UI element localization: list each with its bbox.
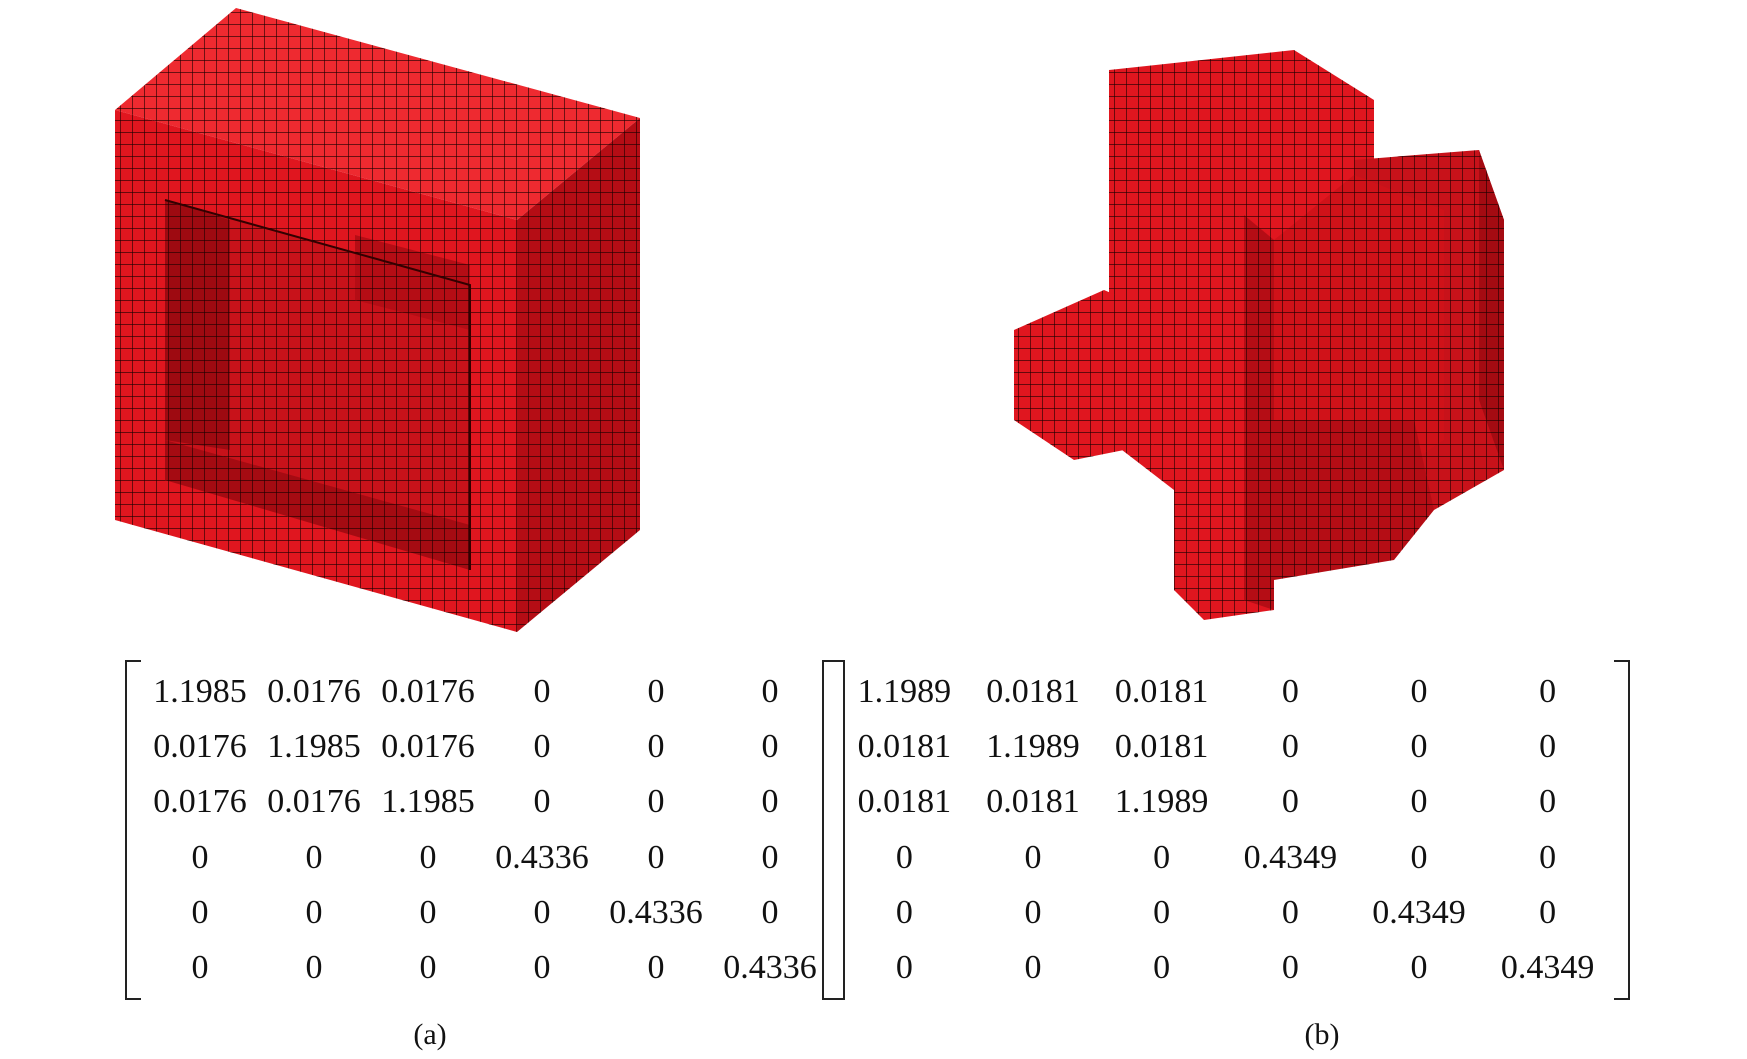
matrix-cell: 0 — [1024, 838, 1042, 876]
stiffness-matrix-a: 1.1985 0.0176 0.0176 0 0 0 0.0176 1.1985… — [125, 660, 845, 1000]
matrix-cell: 0 — [1410, 672, 1428, 710]
matrix-cell: 0.0181 — [1114, 727, 1209, 765]
matrix-cell: 0 — [191, 893, 209, 931]
matrix-cell: 0 — [1024, 949, 1042, 987]
matrix-cell: 0 — [419, 949, 437, 987]
matrix-cell: 0 — [761, 838, 779, 876]
matrix-cell: 0 — [533, 783, 551, 821]
matrix-cell: 0 — [1153, 893, 1171, 931]
caption-a: (a) — [413, 1018, 447, 1051]
matrix-cell: 0.0176 — [381, 727, 475, 765]
matrix-cell: 0 — [1281, 727, 1299, 765]
figure-panel-b: 1.1989 0.0181 0.0181 0 0 0 0.0181 1.1989… — [822, 0, 1747, 1059]
matrix-cell: 0 — [647, 672, 665, 710]
matrix-cell: 0 — [1281, 949, 1299, 987]
matrix-cell: 0.0181 — [857, 727, 952, 765]
matrix-cell: 0 — [1539, 727, 1557, 765]
matrix-cell: 0 — [419, 838, 437, 876]
matrix-cell: 0 — [1539, 672, 1557, 710]
matrix-cell: 0.0176 — [153, 783, 247, 821]
matrix-cell: 0 — [191, 838, 209, 876]
matrix-cell: 0 — [1281, 783, 1299, 821]
matrix-cell: 0 — [1281, 672, 1299, 710]
matrix-cell: 0 — [1539, 838, 1557, 876]
matrix-cell: 0 — [191, 949, 209, 987]
matrix-cell: 0 — [761, 893, 779, 931]
matrix-cell: 0 — [1410, 783, 1428, 821]
matrix-cell: 0 — [1153, 949, 1171, 987]
matrix-cell: 0 — [1410, 727, 1428, 765]
matrix-cell: 0 — [895, 893, 913, 931]
matrix-cell: 0 — [647, 838, 665, 876]
matrix-cell: 1.1989 — [1114, 783, 1209, 821]
matrix-cell: 0 — [533, 893, 551, 931]
matrix-cell: 0 — [1281, 893, 1299, 931]
matrix-cells: 1.1985 0.0176 0.0176 0 0 0 0.0176 1.1985… — [143, 664, 827, 996]
matrix-cell: 0 — [1410, 949, 1428, 987]
matrix-cell: 0 — [533, 727, 551, 765]
matrix-cell: 0 — [419, 893, 437, 931]
matrix-cell: 0.4336 — [723, 949, 817, 987]
matrix-cell: 0 — [761, 783, 779, 821]
matrix-cell: 0 — [647, 783, 665, 821]
matrix-cell: 1.1985 — [381, 783, 475, 821]
matrix-cell: 0.0181 — [1114, 672, 1209, 710]
voxel-model-a — [115, 8, 640, 632]
matrix-cell: 0 — [895, 949, 913, 987]
matrix-cell: 0 — [305, 893, 323, 931]
matrix-cell: 1.1985 — [267, 727, 361, 765]
matrix-cell: 0 — [305, 949, 323, 987]
matrix-cell: 0 — [305, 838, 323, 876]
matrix-cell: 0 — [1539, 783, 1557, 821]
figure-panel-a: 1.1985 0.0176 0.0176 0 0 0 0.0176 1.1985… — [0, 0, 873, 1059]
matrix-cell: 0 — [895, 838, 913, 876]
matrix-cell: 0 — [533, 949, 551, 987]
caption-b: (b) — [1304, 1018, 1340, 1051]
stiffness-matrix-b: 1.1989 0.0181 0.0181 0 0 0 0.0181 1.1989… — [822, 660, 1630, 1000]
matrix-cell: 0 — [1153, 838, 1171, 876]
matrix-cell: 0.4336 — [495, 838, 589, 876]
matrix-cell: 0.0181 — [986, 783, 1080, 821]
matrix-cell: 0.0181 — [986, 672, 1080, 710]
matrix-cell: 0.4349 — [1243, 838, 1338, 876]
matrix-cell: 0.4349 — [1500, 949, 1595, 987]
voxel-model-b — [1014, 50, 1504, 620]
matrix-cell: 0 — [647, 727, 665, 765]
matrix-cell: 0.0181 — [857, 783, 952, 821]
matrix-cell: 0 — [533, 672, 551, 710]
matrix-cell: 1.1985 — [153, 672, 247, 710]
matrix-cell: 0 — [647, 949, 665, 987]
matrix-cell: 0 — [1539, 893, 1557, 931]
matrix-bracket-right — [1614, 660, 1630, 1000]
matrix-cell: 0.0176 — [267, 672, 361, 710]
matrix-cell: 0.4349 — [1372, 893, 1466, 931]
matrix-cell: 0 — [761, 727, 779, 765]
matrix-cell: 0 — [761, 672, 779, 710]
matrix-cell: 0 — [1024, 893, 1042, 931]
matrix-cell: 1.1989 — [986, 727, 1080, 765]
matrix-cell: 1.1989 — [857, 672, 952, 710]
matrix-cell: 0.4336 — [609, 893, 703, 931]
matrix-cell: 0.0176 — [381, 672, 475, 710]
matrix-bracket-left — [125, 660, 141, 1000]
matrix-cell: 0.0176 — [153, 727, 247, 765]
matrix-cell: 0 — [1410, 838, 1428, 876]
matrix-cells: 1.1989 0.0181 0.0181 0 0 0 0.0181 1.1989… — [840, 664, 1612, 996]
matrix-bracket-left — [822, 660, 838, 1000]
matrix-cell: 0.0176 — [267, 783, 361, 821]
